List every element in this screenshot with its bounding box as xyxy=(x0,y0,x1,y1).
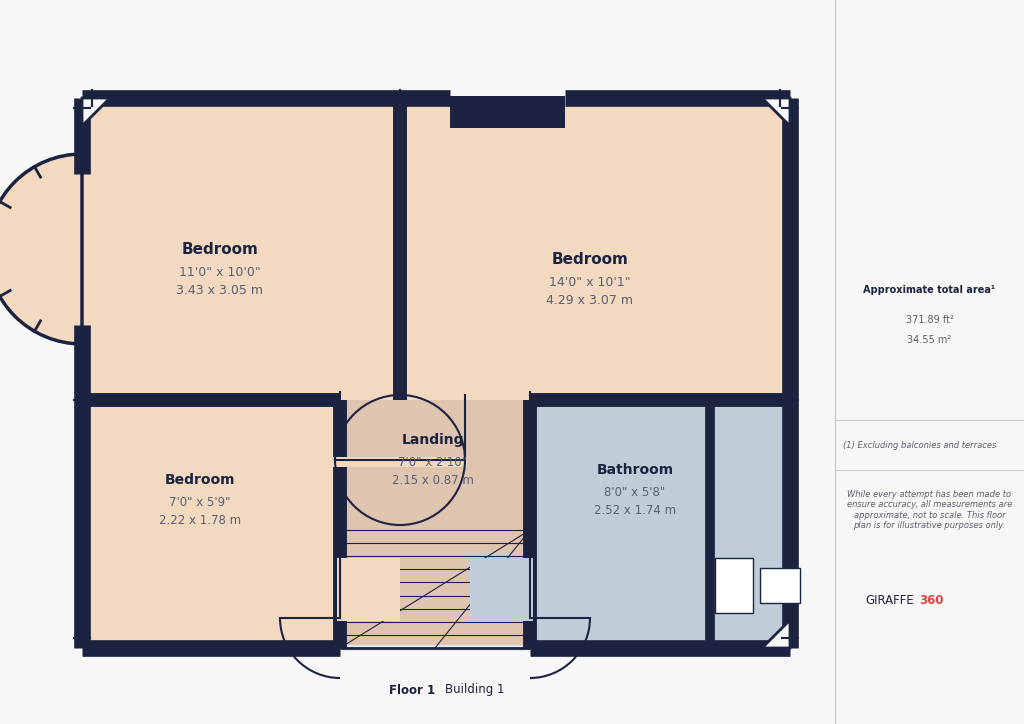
Text: 34.55 m²: 34.55 m² xyxy=(907,335,951,345)
Text: 2.15 x 0.87 m: 2.15 x 0.87 m xyxy=(392,473,474,487)
Text: 2.22 x 1.78 m: 2.22 x 1.78 m xyxy=(159,513,241,526)
Text: (1) Excluding balconies and terraces: (1) Excluding balconies and terraces xyxy=(843,440,996,450)
Bar xyxy=(400,98,790,400)
Wedge shape xyxy=(0,154,82,344)
Text: Approximate total area¹: Approximate total area¹ xyxy=(863,285,995,295)
Bar xyxy=(470,558,534,621)
Text: 11'0" x 10'0": 11'0" x 10'0" xyxy=(179,266,261,279)
Text: Bedroom: Bedroom xyxy=(181,243,258,258)
Bar xyxy=(715,558,753,613)
Text: 4.29 x 3.07 m: 4.29 x 3.07 m xyxy=(547,293,634,306)
Text: 3.43 x 3.05 m: 3.43 x 3.05 m xyxy=(176,284,263,297)
Text: 371.89 ft²: 371.89 ft² xyxy=(905,315,953,325)
Polygon shape xyxy=(82,98,110,126)
Text: 2.52 x 1.74 m: 2.52 x 1.74 m xyxy=(594,503,676,516)
Text: While every attempt has been made to
ensure accuracy, all measurements are
appro: While every attempt has been made to ens… xyxy=(847,490,1012,530)
Text: Bathroom: Bathroom xyxy=(596,463,674,477)
Bar xyxy=(333,457,467,467)
Bar xyxy=(337,558,400,621)
Bar xyxy=(530,400,790,648)
Bar xyxy=(760,568,800,603)
Text: 14'0" x 10'1": 14'0" x 10'1" xyxy=(549,276,631,288)
Text: 7'0" x 5'9": 7'0" x 5'9" xyxy=(169,495,230,508)
Text: Bedroom: Bedroom xyxy=(165,473,236,487)
Text: Building 1: Building 1 xyxy=(445,683,505,696)
Text: Floor 1: Floor 1 xyxy=(389,683,435,696)
Text: Landing: Landing xyxy=(401,433,464,447)
Text: 8'0" x 5'8": 8'0" x 5'8" xyxy=(604,486,666,499)
Text: Bedroom: Bedroom xyxy=(552,253,629,267)
Text: 7'0" x 2'10": 7'0" x 2'10" xyxy=(398,455,468,468)
Bar xyxy=(450,96,565,128)
Text: GIRAFFE: GIRAFFE xyxy=(865,594,914,607)
Polygon shape xyxy=(762,620,790,648)
Bar xyxy=(82,98,400,400)
Bar xyxy=(340,400,530,648)
Text: 360: 360 xyxy=(920,594,944,607)
Bar xyxy=(345,645,525,651)
Polygon shape xyxy=(762,98,790,126)
Bar xyxy=(82,400,340,648)
